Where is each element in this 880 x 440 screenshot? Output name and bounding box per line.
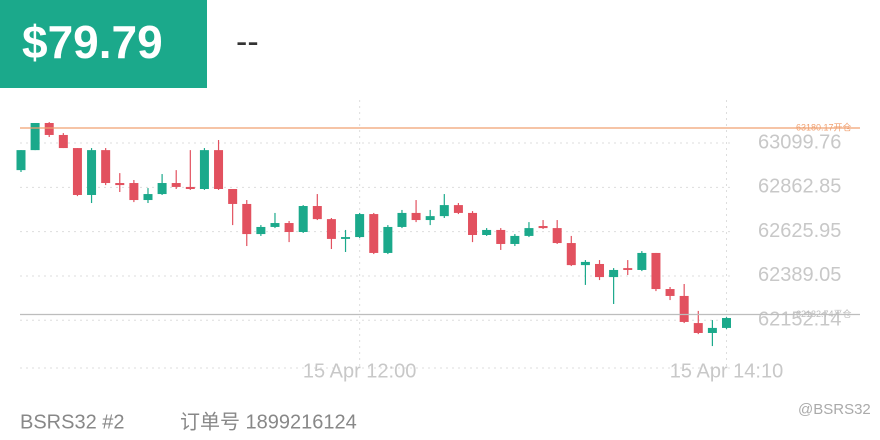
candle-body	[538, 226, 548, 229]
candle-body	[609, 269, 619, 278]
candle-body	[199, 150, 209, 190]
y-tick-label: 63099.76	[758, 131, 841, 153]
candle-body	[129, 183, 139, 201]
price-badge	[0, 0, 207, 88]
candle-body	[411, 212, 421, 221]
candle-body	[16, 150, 26, 171]
candle-body	[566, 243, 576, 266]
candle-body	[312, 206, 322, 220]
candle-body	[496, 229, 506, 244]
candle-body	[171, 183, 181, 187]
x-tick-label: 15 Apr 14:10	[670, 360, 783, 382]
candle-body	[552, 228, 562, 244]
candle-body	[482, 229, 492, 235]
candle-body	[665, 289, 675, 296]
candle-body	[369, 214, 379, 253]
candle-body	[157, 183, 167, 195]
candle-body	[58, 134, 68, 149]
candle-body	[397, 212, 407, 227]
candle-body	[722, 318, 731, 328]
candle-body	[651, 252, 661, 290]
candle-body	[383, 226, 393, 253]
candle-body	[72, 148, 82, 195]
candle-body	[468, 212, 478, 235]
candle-body	[87, 150, 97, 195]
candle-body	[623, 268, 633, 270]
account-label: BSRS32 #2	[20, 411, 125, 433]
candle-body	[115, 183, 125, 186]
candle-body	[355, 214, 365, 238]
price-change: --	[236, 23, 259, 61]
position-line-label: 63180.17开仓	[796, 121, 852, 132]
candle-body	[341, 237, 351, 239]
y-tick-label: 62862.85	[758, 176, 841, 198]
x-tick-label: 15 Apr 12:00	[303, 360, 416, 382]
candle-body	[214, 150, 224, 190]
candle-body	[143, 194, 153, 201]
watermark: @BSRS32	[798, 401, 871, 418]
candle-body	[284, 223, 294, 233]
candle-body	[453, 205, 463, 213]
candle-body	[679, 295, 689, 322]
candle-body	[439, 205, 449, 217]
y-tick-label: 62625.95	[758, 220, 841, 242]
candle-body	[270, 223, 280, 227]
y-tick-label: 62389.05	[758, 264, 841, 286]
price: $79.79	[22, 16, 163, 68]
candle-body	[326, 219, 336, 239]
candle-body	[425, 216, 435, 221]
candle-body	[256, 226, 266, 235]
candle-body	[707, 327, 717, 333]
candle-body	[580, 261, 590, 266]
candle-body	[693, 323, 703, 333]
candle-body	[30, 122, 40, 151]
candle-body	[298, 206, 308, 233]
candle-body	[510, 235, 520, 244]
order-label: 订单号 1899216124	[180, 410, 357, 433]
candle-body	[242, 203, 252, 235]
candle-body	[524, 228, 534, 236]
candle-body	[185, 186, 195, 190]
candle-body	[101, 150, 111, 184]
candle-body	[44, 122, 54, 135]
candle-body	[637, 252, 647, 270]
candle-body	[228, 189, 238, 204]
candle-body	[595, 263, 605, 278]
position-line-label: 62182.74平仓	[796, 308, 852, 319]
